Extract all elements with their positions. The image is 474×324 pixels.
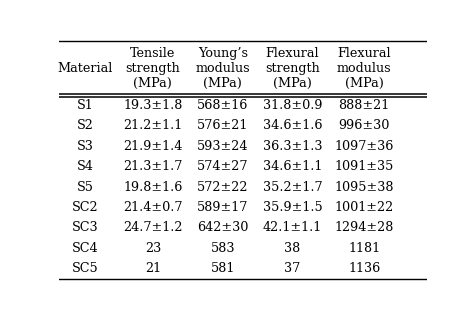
Text: 24.7±1.2: 24.7±1.2 — [123, 222, 182, 235]
Text: 888±21: 888±21 — [338, 99, 390, 112]
Text: 1095±38: 1095±38 — [334, 180, 394, 193]
Text: SC3: SC3 — [72, 222, 98, 235]
Text: 576±21: 576±21 — [197, 119, 248, 132]
Text: Flexural
modulus
(MPa): Flexural modulus (MPa) — [337, 47, 392, 90]
Text: 21.2±1.1: 21.2±1.1 — [123, 119, 182, 132]
Text: 35.9±1.5: 35.9±1.5 — [263, 201, 322, 214]
Text: 35.2±1.7: 35.2±1.7 — [263, 180, 322, 193]
Text: 1181: 1181 — [348, 242, 380, 255]
Text: 1097±36: 1097±36 — [335, 140, 394, 153]
Text: 38: 38 — [284, 242, 301, 255]
Text: Flexural
strength
(MPa): Flexural strength (MPa) — [265, 47, 320, 90]
Text: SC5: SC5 — [72, 262, 98, 275]
Text: 42.1±1.1: 42.1±1.1 — [263, 222, 322, 235]
Text: 568±16: 568±16 — [197, 99, 248, 112]
Text: 36.3±1.3: 36.3±1.3 — [263, 140, 322, 153]
Text: Young’s
modulus
(MPa): Young’s modulus (MPa) — [195, 47, 250, 90]
Text: 1136: 1136 — [348, 262, 380, 275]
Text: 572±22: 572±22 — [197, 180, 248, 193]
Text: S5: S5 — [76, 180, 93, 193]
Text: Material: Material — [57, 62, 113, 75]
Text: 19.3±1.8: 19.3±1.8 — [123, 99, 182, 112]
Text: 593±24: 593±24 — [197, 140, 248, 153]
Text: 589±17: 589±17 — [197, 201, 248, 214]
Text: 19.8±1.6: 19.8±1.6 — [123, 180, 182, 193]
Text: 23: 23 — [145, 242, 161, 255]
Text: 21.4±0.7: 21.4±0.7 — [123, 201, 182, 214]
Text: 574±27: 574±27 — [197, 160, 248, 173]
Text: 1294±28: 1294±28 — [335, 222, 394, 235]
Text: 1091±35: 1091±35 — [335, 160, 394, 173]
Text: 642±30: 642±30 — [197, 222, 248, 235]
Text: 583: 583 — [210, 242, 235, 255]
Text: S4: S4 — [76, 160, 93, 173]
Text: 21: 21 — [145, 262, 161, 275]
Text: 996±30: 996±30 — [338, 119, 390, 132]
Text: S1: S1 — [77, 99, 93, 112]
Text: 581: 581 — [210, 262, 235, 275]
Text: 34.6±1.6: 34.6±1.6 — [263, 119, 322, 132]
Text: S3: S3 — [76, 140, 93, 153]
Text: 21.9±1.4: 21.9±1.4 — [123, 140, 182, 153]
Text: 34.6±1.1: 34.6±1.1 — [263, 160, 322, 173]
Text: 31.8±0.9: 31.8±0.9 — [263, 99, 322, 112]
Text: SC4: SC4 — [72, 242, 98, 255]
Text: SC2: SC2 — [72, 201, 98, 214]
Text: 1001±22: 1001±22 — [335, 201, 394, 214]
Text: 37: 37 — [284, 262, 301, 275]
Text: S2: S2 — [76, 119, 93, 132]
Text: Tensile
strength
(MPa): Tensile strength (MPa) — [126, 47, 180, 90]
Text: 21.3±1.7: 21.3±1.7 — [123, 160, 182, 173]
